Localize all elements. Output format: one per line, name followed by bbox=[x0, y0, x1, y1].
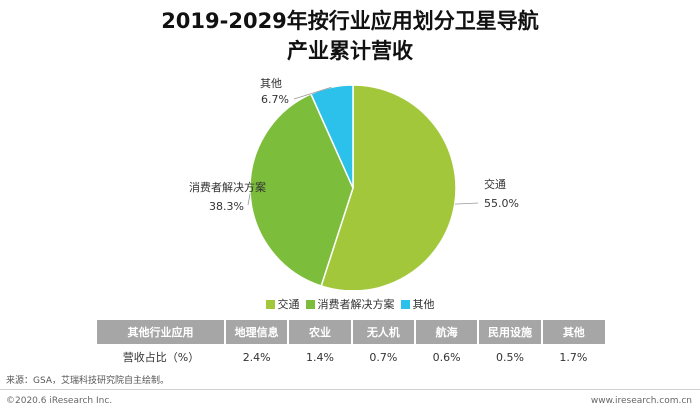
table-row: 营收占比（%） 2.4% 1.4% 0.7% 0.6% 0.5% 1.7% bbox=[97, 344, 605, 370]
table-header-row: 其他行业应用 地理信息 农业 无人机 航海 民用设施 其他 bbox=[97, 320, 605, 344]
table-header-cell: 农业 bbox=[288, 320, 353, 344]
leader-line-0 bbox=[454, 202, 479, 205]
industry-share-table: 其他行业应用 地理信息 农业 无人机 航海 民用设施 其他 营收占比（%） 2.… bbox=[97, 320, 605, 370]
footer-copyright: ©2020.6 iResearch Inc. bbox=[6, 396, 113, 406]
slice-value-label: 55.0% bbox=[484, 197, 519, 210]
legend-swatch bbox=[265, 300, 275, 309]
pie-slice-0 bbox=[320, 84, 457, 290]
footer-website: www.iresearch.com.cn bbox=[590, 396, 692, 406]
table-cell: 1.7% bbox=[559, 350, 588, 364]
legend-swatch bbox=[400, 300, 410, 309]
table-cell: 0.5% bbox=[496, 350, 524, 364]
table-header-cell: 航海 bbox=[414, 320, 480, 344]
slice-name-label: 交通 bbox=[484, 177, 506, 191]
slice-name-label: 消费者解决方案 bbox=[189, 180, 266, 194]
leader-line-2 bbox=[293, 86, 332, 100]
legend-label: 其他 bbox=[412, 298, 435, 311]
footer-divider bbox=[0, 389, 700, 390]
legend-item: 其他 bbox=[400, 296, 435, 312]
leader-line-1 bbox=[247, 193, 251, 206]
legend-label: 交通 bbox=[277, 298, 300, 311]
table-cell: 0.7% bbox=[369, 350, 398, 364]
table-cell: 2.4% bbox=[242, 350, 271, 364]
legend-item: 消费者解决方案 bbox=[305, 296, 395, 312]
table-cell: 0.6% bbox=[432, 350, 461, 364]
table-cell: 1.4% bbox=[306, 350, 334, 364]
table-header-cell: 地理信息 bbox=[225, 320, 290, 344]
legend-swatch bbox=[305, 300, 315, 309]
chart-title-line2: 产业累计营收 bbox=[287, 39, 413, 63]
chart-title-line1: 2019-2029年按行业应用划分卫星导航 bbox=[161, 9, 539, 33]
chart-title: 2019-2029年按行业应用划分卫星导航 产业累计营收 bbox=[0, 6, 700, 66]
table-header-cell: 其他行业应用 bbox=[97, 320, 226, 344]
slice-name-label: 其他 bbox=[260, 77, 282, 90]
table-header-cell: 无人机 bbox=[351, 320, 416, 344]
slice-value-label: 6.7% bbox=[261, 93, 289, 106]
table-header-cell: 其他 bbox=[541, 320, 605, 344]
legend-label: 消费者解决方案 bbox=[317, 298, 395, 311]
slice-value-label: 38.3% bbox=[209, 200, 244, 213]
legend-item: 交通 bbox=[265, 296, 300, 312]
pie-chart: 交通 55.0% 消费者解决方案 38.3% 其他 6.7% bbox=[189, 77, 519, 290]
table-cell: 营收占比（%） bbox=[122, 351, 200, 364]
table-header-cell: 民用设施 bbox=[478, 320, 543, 344]
source-note: 来源：GSA，艾瑞科技研究院自主绘制。 bbox=[6, 376, 170, 386]
chart-legend: 交通 消费者解决方案 其他 bbox=[0, 296, 700, 312]
